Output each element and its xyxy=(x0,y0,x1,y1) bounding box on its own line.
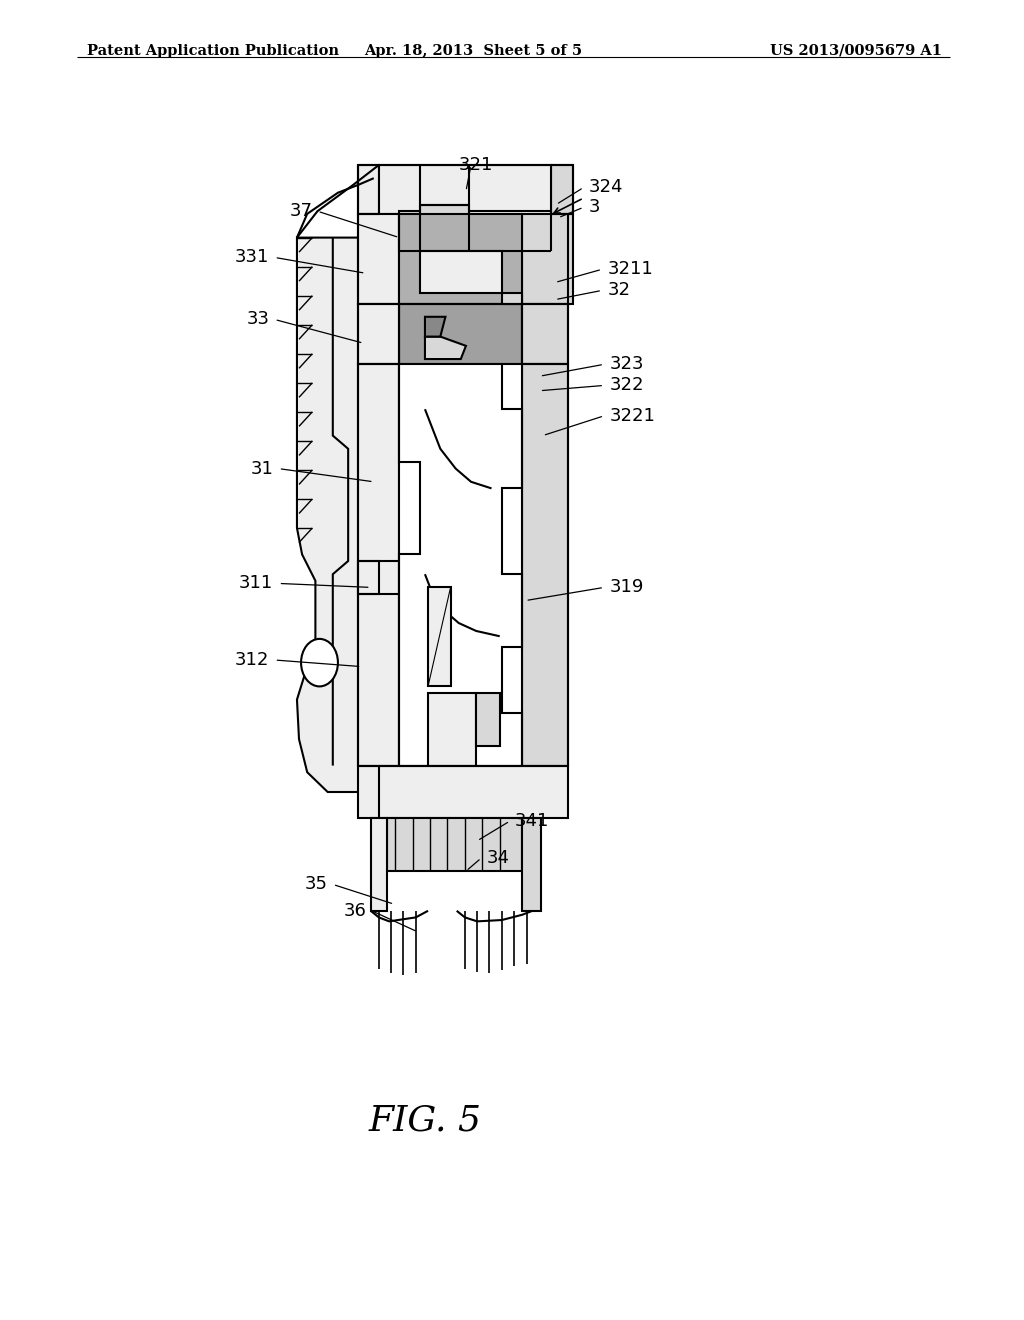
Polygon shape xyxy=(358,766,568,818)
Polygon shape xyxy=(358,165,379,214)
Text: 341: 341 xyxy=(515,812,550,830)
Polygon shape xyxy=(425,317,445,337)
Text: 3221: 3221 xyxy=(609,407,655,425)
Polygon shape xyxy=(387,818,522,871)
Text: FIG. 5: FIG. 5 xyxy=(369,1104,481,1138)
Polygon shape xyxy=(428,693,476,766)
Polygon shape xyxy=(399,214,522,304)
Polygon shape xyxy=(522,304,568,364)
Text: 3: 3 xyxy=(589,198,600,216)
Text: 32: 32 xyxy=(607,281,630,300)
Text: 37: 37 xyxy=(290,202,312,220)
Text: 312: 312 xyxy=(234,651,269,669)
Text: 331: 331 xyxy=(234,248,269,267)
Polygon shape xyxy=(476,693,500,746)
Text: 323: 323 xyxy=(609,355,644,374)
Text: 322: 322 xyxy=(609,376,644,395)
Circle shape xyxy=(301,639,338,686)
Text: 324: 324 xyxy=(589,178,624,197)
Polygon shape xyxy=(399,304,522,364)
Text: 319: 319 xyxy=(609,578,644,597)
Polygon shape xyxy=(358,214,399,304)
Polygon shape xyxy=(420,205,469,251)
Polygon shape xyxy=(379,165,551,214)
Text: Apr. 18, 2013  Sheet 5 of 5: Apr. 18, 2013 Sheet 5 of 5 xyxy=(364,44,583,58)
Polygon shape xyxy=(358,364,399,766)
Text: US 2013/0095679 A1: US 2013/0095679 A1 xyxy=(770,44,942,58)
Polygon shape xyxy=(358,561,379,594)
Polygon shape xyxy=(425,337,466,359)
Polygon shape xyxy=(551,165,573,214)
Text: 321: 321 xyxy=(459,156,494,174)
Polygon shape xyxy=(469,211,551,251)
Polygon shape xyxy=(428,587,451,686)
Polygon shape xyxy=(358,304,399,364)
Polygon shape xyxy=(371,818,387,911)
Text: 36: 36 xyxy=(344,902,367,920)
Polygon shape xyxy=(399,364,522,766)
Text: 35: 35 xyxy=(305,875,328,894)
Polygon shape xyxy=(522,364,568,766)
Text: 34: 34 xyxy=(486,849,509,867)
Text: 311: 311 xyxy=(240,574,273,593)
Polygon shape xyxy=(522,818,541,911)
Polygon shape xyxy=(522,214,573,304)
Polygon shape xyxy=(399,211,420,251)
Text: 3211: 3211 xyxy=(607,260,653,279)
Polygon shape xyxy=(420,251,502,293)
Polygon shape xyxy=(297,238,369,792)
Text: 31: 31 xyxy=(251,459,273,478)
Text: 33: 33 xyxy=(247,310,269,329)
Polygon shape xyxy=(502,293,522,304)
Text: Patent Application Publication: Patent Application Publication xyxy=(87,44,339,58)
